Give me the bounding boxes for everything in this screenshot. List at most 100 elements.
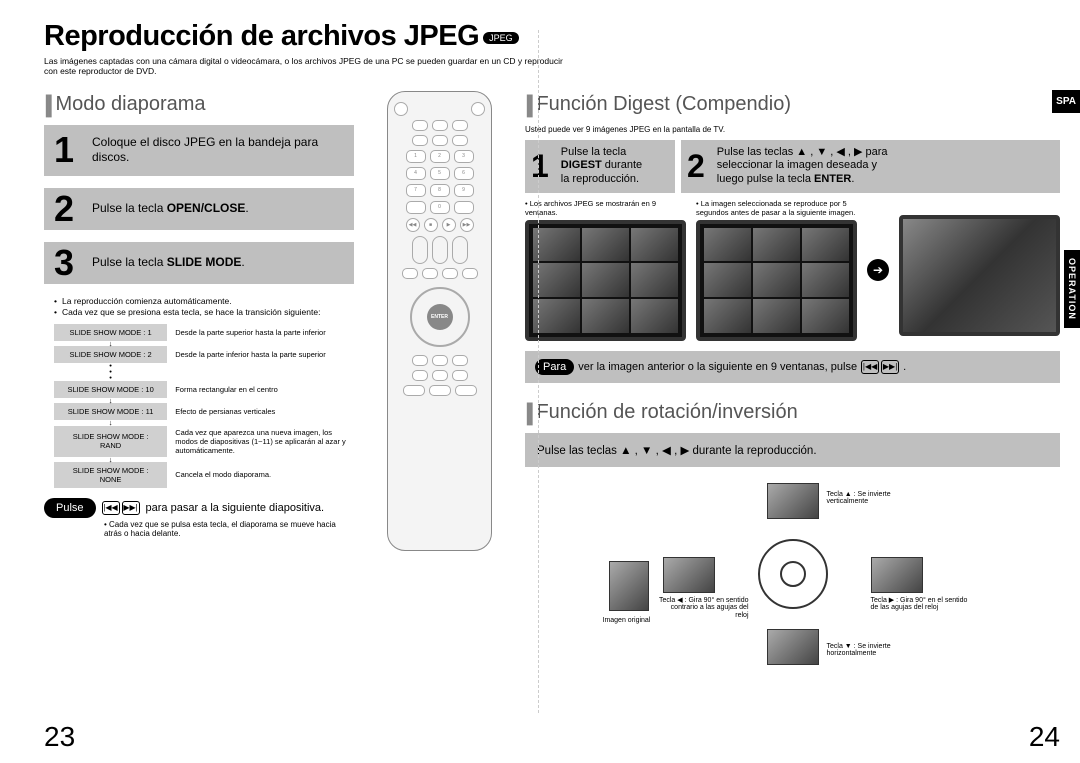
mode-label: SLIDE SHOW MODE : RAND bbox=[54, 426, 167, 457]
rbtn bbox=[452, 370, 468, 381]
para-pill: Para bbox=[535, 359, 574, 375]
rbtn bbox=[412, 370, 428, 381]
rot-label-down: Tecla ▼ : Se invierte horizontalmente bbox=[827, 643, 927, 658]
mode-desc: Forma rectangular en el centro bbox=[167, 381, 354, 398]
step-number: 1 bbox=[525, 140, 555, 193]
rbtn bbox=[402, 268, 418, 279]
digest-subnote: Usted puede ver 9 imágenes JPEG en la pa… bbox=[525, 125, 1060, 134]
remote-column: 123 456 789 0 ◀◀■▶▶▶ ENTER bbox=[372, 91, 507, 669]
pulse-pill: Pulse bbox=[44, 498, 96, 518]
step-1: 1 Coloque el disco JPEG en la bandeja pa… bbox=[44, 125, 354, 176]
mode-desc: Desde la parte inferior hasta la parte s… bbox=[167, 346, 354, 363]
rotation-diagram: Imagen original Tecla ▲ : Se invierte ve… bbox=[603, 479, 983, 669]
num-6: 6 bbox=[454, 167, 474, 180]
rbtn bbox=[432, 355, 448, 366]
step-text: Pulse las teclas ▲ , ▼ , ◀ , ▶ para sele… bbox=[711, 140, 894, 193]
next-icon: ▶▶ bbox=[460, 218, 474, 232]
footer-subtext: • Cada vez que se pulsa esta tecla, el d… bbox=[104, 520, 354, 538]
footer-bar: Pulse |◀◀ ▶▶| para pasar a la siguiente … bbox=[44, 498, 354, 518]
rot-label-right: Tecla ▶ : Gira 90° en el sentido de las … bbox=[871, 597, 971, 612]
page-number-left: 23 bbox=[44, 721, 75, 753]
num-0: 0 bbox=[430, 201, 450, 214]
rot-top-img bbox=[767, 483, 819, 519]
section-title-diaporama: Modo diaporama bbox=[55, 93, 205, 116]
rbtn bbox=[412, 355, 428, 366]
mode-desc: Cada vez que aparezca una nueva imagen, … bbox=[167, 426, 354, 457]
num-7: 7 bbox=[406, 184, 426, 197]
rbtn bbox=[454, 201, 474, 214]
rbtn bbox=[432, 370, 448, 381]
arrow-right-icon: ➔ bbox=[867, 259, 889, 281]
operation-tab: OPERATION bbox=[1064, 250, 1080, 328]
num-9: 9 bbox=[454, 184, 474, 197]
bullet: Cada vez que se presiona esta tecla, se … bbox=[54, 307, 354, 318]
page-number-right: 24 bbox=[1029, 721, 1060, 753]
tv-caption: • Los archivos JPEG se mostrarán en 9 ve… bbox=[525, 199, 686, 217]
mode-desc: Desde la parte superior hasta la parte i… bbox=[167, 324, 354, 341]
bullet: La reproducción comienza automáticamente… bbox=[54, 296, 354, 307]
rbtn bbox=[422, 268, 438, 279]
step-text: Pulse la tecla OPEN/CLOSE. bbox=[84, 188, 354, 230]
rbtn bbox=[455, 385, 477, 396]
jpeg-badge: JPEG bbox=[483, 32, 519, 44]
rot-left-img bbox=[663, 557, 715, 593]
step-number: 2 bbox=[44, 188, 84, 230]
step-number: 1 bbox=[44, 125, 84, 176]
skip-icons: |◀◀ ▶▶| bbox=[102, 501, 140, 515]
tv-caption: • La imagen seleccionada se reproduce po… bbox=[696, 199, 857, 217]
section-bars-icon: || bbox=[525, 91, 530, 119]
tv-grid-9 bbox=[696, 220, 857, 341]
footer-text: para pasar a la siguiente diapositiva. bbox=[146, 502, 325, 514]
step-text: Pulse la tecla SLIDE MODE. bbox=[84, 242, 354, 284]
rot-original-img bbox=[609, 561, 649, 611]
rot-label-left: Tecla ◀ : Gira 90° en sentido contrario … bbox=[657, 597, 749, 620]
enter-button: ENTER bbox=[427, 304, 453, 330]
title-row: Reproducción de archivos JPEG JPEG bbox=[44, 20, 1060, 53]
rbtn bbox=[452, 135, 468, 146]
para-bar: Para ver la imagen anterior o la siguien… bbox=[525, 351, 1060, 383]
rot-bottom-img bbox=[767, 629, 819, 665]
vol-btn bbox=[412, 236, 428, 264]
tv-grid-9 bbox=[525, 220, 686, 341]
section-title-rotation: Función de rotación/inversión bbox=[536, 401, 797, 424]
intro-text: Las imágenes captadas con una cámara dig… bbox=[44, 57, 564, 77]
page-title: Reproducción de archivos JPEG bbox=[44, 20, 479, 53]
rbtn bbox=[462, 268, 478, 279]
language-tab: SPA bbox=[1052, 90, 1080, 113]
right-column: || Función Digest (Compendio) Usted pued… bbox=[525, 91, 1060, 669]
rot-right-img bbox=[871, 557, 923, 593]
prev-icon: ◀◀ bbox=[406, 218, 420, 232]
rot-label-up: Tecla ▲ : Se invierte verticalmente bbox=[827, 491, 927, 506]
num-5: 5 bbox=[430, 167, 450, 180]
dpad: ENTER bbox=[410, 287, 470, 347]
mode-desc: Efecto de persianas verticales bbox=[167, 403, 354, 420]
step3-bullets: La reproducción comienza automáticamente… bbox=[54, 296, 354, 318]
skip-fwd-icon: ▶▶| bbox=[122, 501, 140, 515]
slide-mode-table: SLIDE SHOW MODE : 1Desde la parte superi… bbox=[54, 324, 354, 488]
mode-desc: Cancela el modo diaporama. bbox=[167, 462, 354, 488]
power-icon bbox=[394, 102, 408, 116]
rot-label-original: Imagen original bbox=[603, 617, 651, 625]
rbtn bbox=[432, 135, 448, 146]
mode-label: SLIDE SHOW MODE : NONE bbox=[54, 462, 167, 488]
rbtn bbox=[412, 120, 428, 131]
vol-btn bbox=[452, 236, 468, 264]
para-text: ver la imagen anterior o la siguiente en… bbox=[578, 361, 857, 373]
dots-icon: ••• bbox=[54, 363, 167, 381]
step-text: Coloque el disco JPEG en la bandeja para… bbox=[84, 125, 354, 176]
num-4: 4 bbox=[406, 167, 426, 180]
manual-page: SPA OPERATION Reproducción de archivos J… bbox=[0, 0, 1080, 763]
skip-back-icon: |◀◀ bbox=[861, 360, 879, 374]
dpad-icon bbox=[758, 539, 828, 609]
num-8: 8 bbox=[430, 184, 450, 197]
section-bars-icon: || bbox=[525, 399, 530, 427]
page-divider bbox=[538, 30, 539, 713]
step-number: 2 bbox=[681, 140, 711, 193]
left-column: || Modo diaporama 1 Coloque el disco JPE… bbox=[44, 91, 354, 669]
stop-icon: ■ bbox=[424, 218, 438, 232]
play-icon: ▶ bbox=[442, 218, 456, 232]
rbtn bbox=[452, 355, 468, 366]
remote-control: 123 456 789 0 ◀◀■▶▶▶ ENTER bbox=[387, 91, 492, 551]
rbtn bbox=[432, 120, 448, 131]
rotation-bar: Pulse las teclas ▲ , ▼ , ◀ , ▶ durante l… bbox=[525, 433, 1060, 467]
